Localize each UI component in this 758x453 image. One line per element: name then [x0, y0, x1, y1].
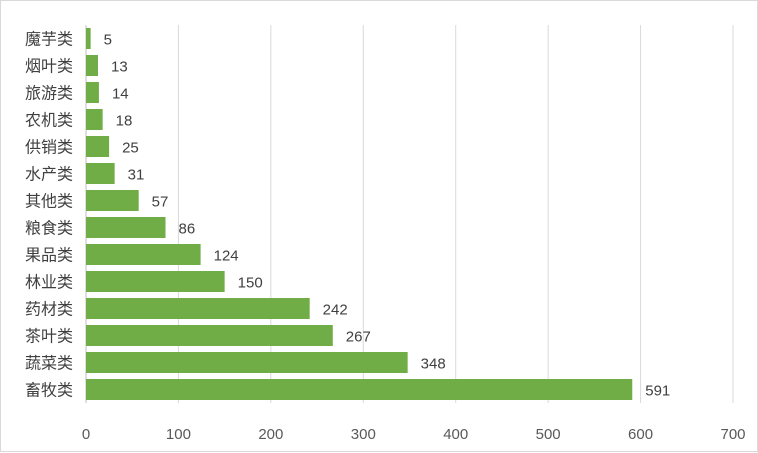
data-label: 267 [346, 329, 371, 346]
bar-12 [86, 352, 408, 373]
bar-4 [86, 136, 110, 157]
bars [86, 28, 633, 400]
x-tick-label: 200 [258, 426, 283, 443]
category-label: 茶叶类 [25, 327, 73, 346]
x-tick-label: 600 [628, 426, 653, 443]
category-label: 水产类 [25, 165, 73, 184]
category-label: 旅游类 [25, 84, 73, 103]
category-label: 粮食类 [25, 219, 73, 238]
data-label: 5 [104, 32, 112, 49]
data-label: 150 [238, 275, 263, 292]
x-tick-label: 700 [720, 426, 745, 443]
category-label: 供销类 [25, 138, 73, 157]
bar-13 [86, 379, 633, 400]
bar-2 [86, 82, 99, 103]
data-label: 14 [112, 86, 129, 103]
bar-10 [86, 298, 310, 319]
data-label: 348 [421, 356, 446, 373]
category-label: 药材类 [25, 300, 73, 319]
gridlines [85, 25, 734, 403]
x-tick-label: 400 [443, 426, 468, 443]
data-label: 25 [122, 140, 139, 157]
data-label: 57 [152, 194, 169, 211]
x-tick-label: 0 [82, 426, 90, 443]
x-tick-label: 500 [536, 426, 561, 443]
bar-5 [86, 163, 115, 184]
category-label: 畜牧类 [25, 381, 73, 400]
category-label: 烟叶类 [25, 57, 73, 76]
data-label: 124 [214, 248, 239, 265]
category-label: 果品类 [25, 246, 73, 265]
category-label: 其他类 [25, 192, 73, 211]
bar-1 [86, 55, 99, 76]
data-label: 31 [128, 167, 145, 184]
category-label: 林业类 [25, 273, 73, 292]
bar-11 [86, 325, 333, 346]
data-label: 13 [111, 59, 128, 76]
data-label: 591 [645, 383, 670, 400]
bar-3 [86, 109, 103, 130]
category-label: 农机类 [25, 111, 73, 130]
bar-6 [86, 190, 139, 211]
x-tick-label: 100 [166, 426, 191, 443]
bar-7 [86, 217, 166, 238]
data-label: 242 [323, 302, 348, 319]
bar-0 [86, 28, 91, 49]
labels: 0 100 200 300 400 500 600 700 魔芋类 5 烟叶类 13 旅游类 14 农机类 1… [25, 30, 746, 444]
bar-9 [86, 271, 225, 292]
data-label: 18 [116, 113, 133, 130]
category-label: 魔芋类 [25, 30, 73, 49]
category-label: 蔬菜类 [25, 354, 73, 373]
x-tick-label: 300 [351, 426, 376, 443]
bar-8 [86, 244, 201, 265]
data-label: 86 [178, 221, 195, 238]
